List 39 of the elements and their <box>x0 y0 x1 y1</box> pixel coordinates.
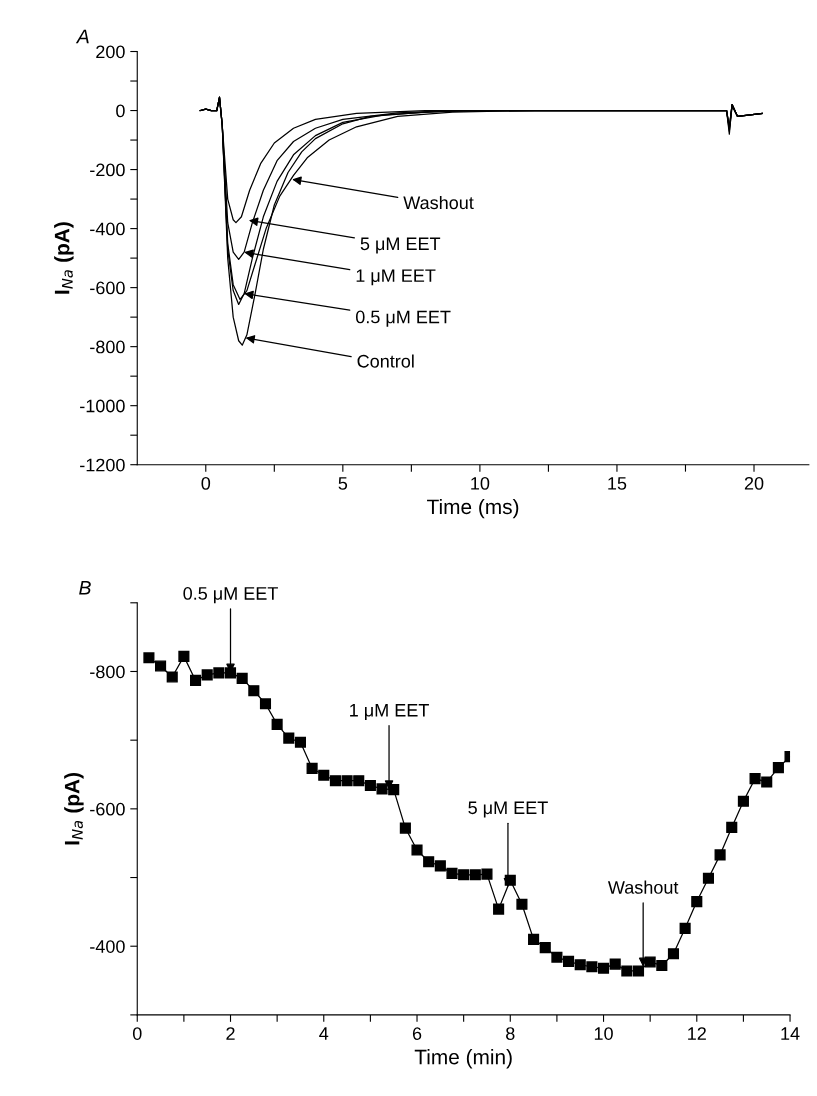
y-axis-title: I$_{Na}$ (pA) <box>64 773 84 845</box>
annotation: 1 μM EET <box>350 704 429 720</box>
annotation: 0.5 μM EET <box>355 310 451 327</box>
annotation: Washout <box>607 880 679 894</box>
chart-title: B <box>79 581 91 595</box>
x-tick-label: 0 <box>132 1027 142 1040</box>
x-tick-label: 4 <box>319 1027 329 1040</box>
annotation: Control <box>357 354 414 368</box>
x-tick-label: 15 <box>608 477 627 490</box>
y-tick-label: -1200 <box>80 458 125 472</box>
x-axis-title: Time (ms) <box>427 498 519 519</box>
annotation: Washout <box>403 195 474 210</box>
x-axis-title: Time (min) <box>414 1049 512 1069</box>
x-tick-label: 5 <box>338 477 348 490</box>
y-tick-label: -400 <box>90 222 125 236</box>
y-tick-label: -600 <box>90 802 125 816</box>
x-tick-label: 2 <box>226 1027 235 1040</box>
y-tick-label: -1000 <box>80 399 125 413</box>
x-tick-label: 6 <box>412 1027 422 1040</box>
x-tick-label: 14 <box>781 1027 800 1040</box>
y-tick-label: -200 <box>90 163 125 177</box>
y-tick-label: 0 <box>116 104 125 118</box>
x-tick-label: 12 <box>688 1027 706 1040</box>
x-tick-label: 10 <box>594 1027 613 1040</box>
annotation: 1 μM EET <box>356 269 436 286</box>
x-tick-label: 0 <box>201 476 211 490</box>
annotation: 5 μM EET <box>360 237 441 254</box>
x-tick-label: 10 <box>471 476 490 490</box>
y-tick-label: 200 <box>96 45 125 59</box>
chart-title: A <box>75 29 89 44</box>
y-tick-label: -800 <box>90 340 125 354</box>
y-axis-title: I$_{Na}$ (pA) <box>54 222 74 294</box>
y-tick-label: -400 <box>90 940 125 953</box>
x-tick-label: 20 <box>744 476 764 490</box>
x-tick-label: 8 <box>506 1027 515 1040</box>
y-tick-label: -600 <box>90 281 125 295</box>
annotation: 5 μM EET <box>468 801 548 818</box>
y-tick-label: -800 <box>90 665 125 679</box>
annotation: 0.5 μM EET <box>183 587 278 604</box>
